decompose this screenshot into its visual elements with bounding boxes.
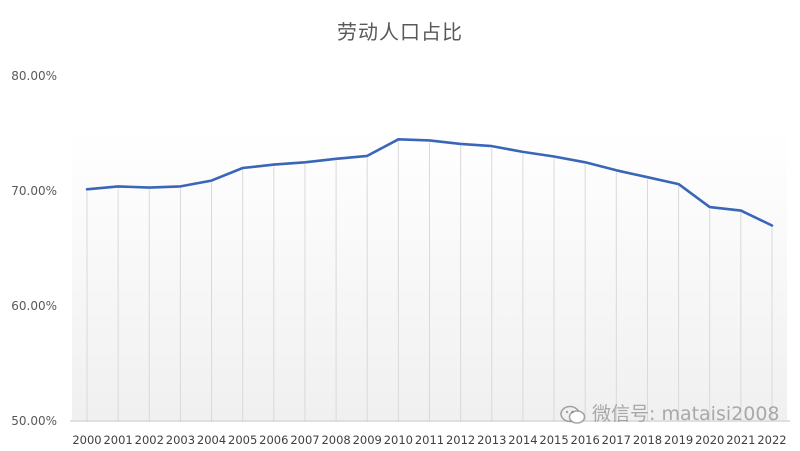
- y-tick-label: 80.00%: [11, 69, 57, 83]
- x-tick-label: 2013: [477, 433, 506, 447]
- x-tick-label: 2018: [633, 433, 662, 447]
- x-tick-label: 2008: [321, 433, 350, 447]
- x-tick-label: 2010: [384, 433, 413, 447]
- x-tick-label: 2001: [103, 433, 132, 447]
- gridlines: [70, 141, 790, 422]
- x-tick-label: 2019: [664, 433, 693, 447]
- watermark: 微信号: mataisi2008: [560, 404, 780, 425]
- y-tick-label: 50.00%: [11, 414, 57, 428]
- x-tick-label: 2007: [290, 433, 319, 447]
- x-tick-label: 2012: [446, 433, 475, 447]
- x-tick-label: 2000: [72, 433, 101, 447]
- x-tick-label: 2011: [415, 433, 444, 447]
- wechat-icon: [560, 405, 586, 425]
- x-tick-label: 2015: [539, 433, 568, 447]
- series-group: [85, 138, 774, 227]
- x-tick-label: 2006: [259, 433, 288, 447]
- y-tick-label: 60.00%: [11, 299, 57, 313]
- x-tick-label: 2017: [602, 433, 631, 447]
- x-tick-label: 2021: [726, 433, 755, 447]
- x-tick-label: 2009: [353, 433, 382, 447]
- y-axis-ticks: 50.00% 60.00% 70.00% 80.00%: [11, 69, 57, 428]
- watermark-text: 微信号: mataisi2008: [592, 403, 780, 425]
- x-tick-label: 2020: [695, 433, 724, 447]
- chart-title: 劳动人口占比: [337, 20, 463, 44]
- x-tick-label: 2003: [166, 433, 195, 447]
- x-tick-label: 2014: [508, 433, 537, 447]
- x-tick-label: 2004: [197, 433, 226, 447]
- x-tick-label: 2002: [135, 433, 164, 447]
- x-axis-ticks: 2000 2001 2002 2003 2004 2005 2006 2007 2008 2009…: [72, 433, 786, 447]
- y-tick-label: 70.00%: [11, 184, 57, 198]
- x-tick-label: 2005: [228, 433, 257, 447]
- x-tick-label: 2016: [571, 433, 600, 447]
- x-tick-label: 2022: [757, 433, 786, 447]
